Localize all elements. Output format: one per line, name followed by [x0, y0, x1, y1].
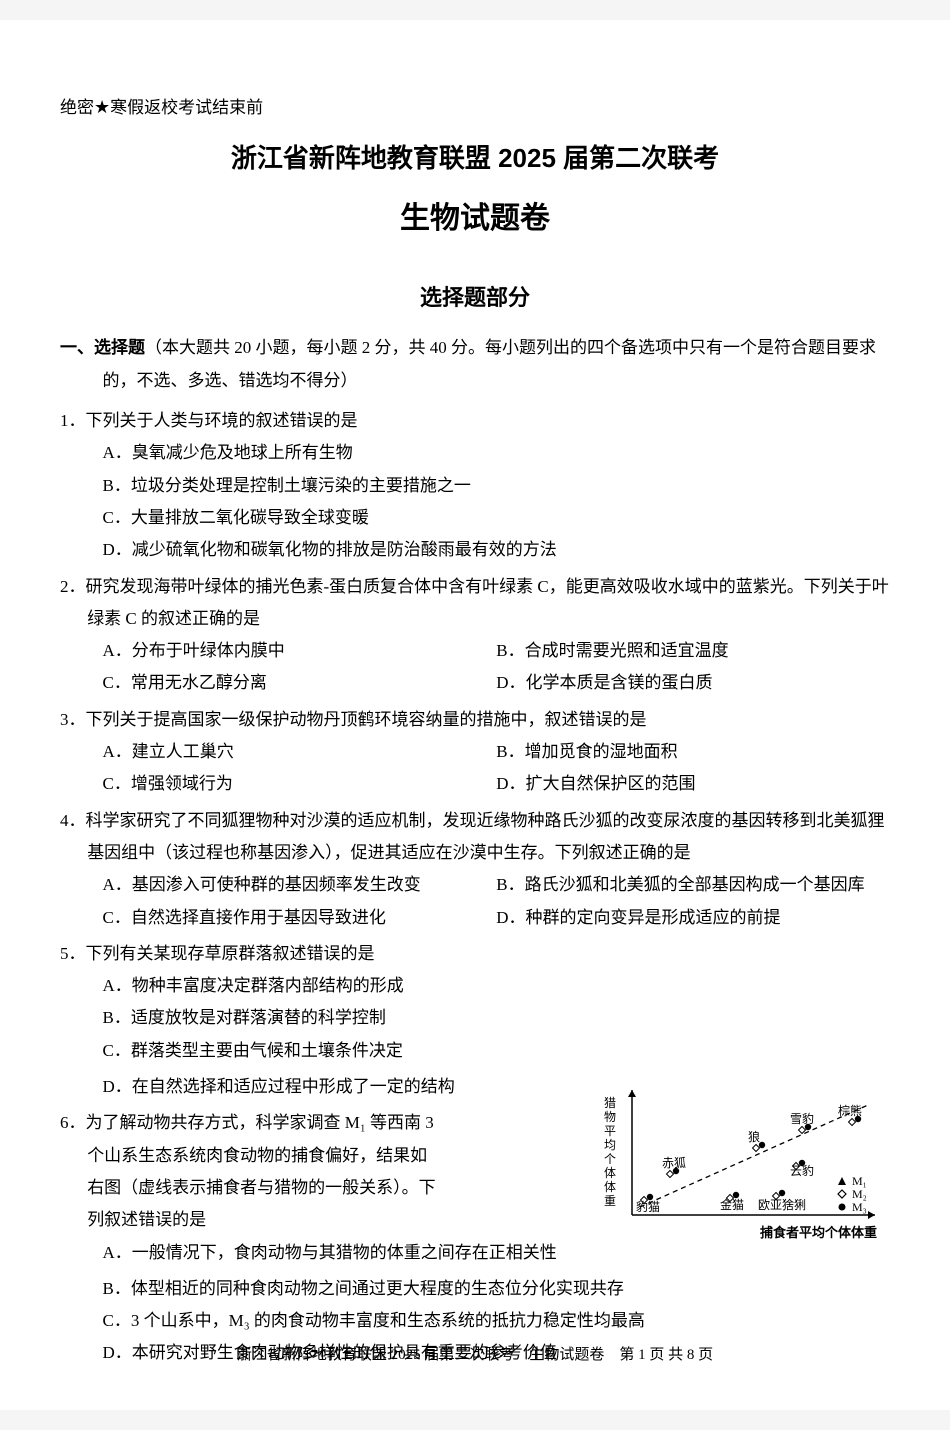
q1-stem: 1．下列关于人类与环境的叙述错误的是 — [60, 405, 890, 437]
instruction-label: 一、选择题 — [60, 338, 145, 357]
star-icon: ★ — [94, 97, 110, 117]
q4-stem: 4．科学家研究了不同狐狸物种对沙漠的适应机制，发现近缘物种路氏沙狐的改变尿浓度的… — [60, 805, 890, 870]
scatter-chart: 猎物平均个体体重 豹猫 赤狐金猫欧亚猞猁 狼云豹 雪豹 棕熊 M₁M₂M₃ 捕食者平均个体体重 — [590, 1075, 890, 1255]
q6-text-col: D．在自然选择和适应过程中形成了一定的结构 6．为了解动物共存方式，科学家调查 … — [60, 1071, 580, 1273]
svg-text:狼: 狼 — [748, 1129, 760, 1144]
q1-opt-d: D．减少硫氧化物和碳氧化物的排放是防治酸雨最有效的方法 — [60, 534, 890, 566]
q6-opt-b: B．体型相近的同种食肉动物之间通过更大程度的生态位分化实现共存 — [60, 1273, 890, 1305]
q5-opt-a: A．物种丰富度决定群落内部结构的形成 — [60, 970, 890, 1002]
q4-opt-c: C．自然选择直接作用于基因导致进化 — [103, 902, 497, 934]
q3-opt-d: D．扩大自然保护区的范围 — [496, 768, 890, 800]
svg-text:豹猫: 豹猫 — [636, 1199, 660, 1214]
svg-text:猎: 猎 — [604, 1096, 616, 1110]
svg-text:均: 均 — [604, 1138, 616, 1152]
svg-text:欧亚猞猁: 欧亚猞猁 — [758, 1198, 806, 1212]
title-sub: 生物试题卷 — [60, 190, 890, 247]
q4-opt-b: B．路氏沙狐和北美狐的全部基因构成一个基因库 — [496, 869, 890, 901]
q1-opt-a: A．臭氧减少危及地球上所有生物 — [60, 437, 890, 469]
question-1: 1．下列关于人类与环境的叙述错误的是 A．臭氧减少危及地球上所有生物 B．垃圾分… — [60, 405, 890, 566]
q1-opt-c: C．大量排放二氧化碳导致全球变暖 — [60, 502, 890, 534]
page-footer: 浙江省新阵地教育联盟 2025 届第二次联考 生物试题卷 第 1 页 共 8 页 — [0, 1341, 950, 1370]
svg-text:体: 体 — [604, 1180, 616, 1194]
q5-opt-c: C．群落类型主要由气候和土壤条件决定 — [60, 1035, 890, 1067]
q6-layout: D．在自然选择和适应过程中形成了一定的结构 6．为了解动物共存方式，科学家调查 … — [60, 1071, 890, 1273]
svg-text:M₂: M₂ — [852, 1187, 867, 1201]
question-2: 2．研究发现海带叶绿体的捕光色素-蛋白质复合体中含有叶绿素 C，能更高效吸收水域… — [60, 571, 890, 700]
confidential-prefix: 绝密 — [60, 98, 94, 117]
svg-text:捕食者平均个体体重: 捕食者平均个体体重 — [760, 1225, 877, 1240]
svg-text:棕熊: 棕熊 — [838, 1103, 862, 1118]
svg-text:M₃: M₃ — [852, 1200, 867, 1214]
q6-opt-c: C．3 个山系中，M₃ 的肉食动物丰富度和生态系统的抵抗力稳定性均最高 — [60, 1305, 890, 1337]
svg-text:M₁: M₁ — [852, 1174, 867, 1188]
instruction-text: （本大题共 20 小题，每小题 2 分，共 40 分。每小题列出的四个备选项中只… — [103, 338, 877, 389]
q6-chart: 猎物平均个体体重 豹猫 赤狐金猫欧亚猞猁 狼云豹 雪豹 棕熊 M₁M₂M₃ 捕食者平均个体体重 — [590, 1071, 890, 1273]
question-3: 3．下列关于提高国家一级保护动物丹顶鹤环境容纳量的措施中，叙述错误的是 A．建立… — [60, 704, 890, 801]
q2-opt-c: C．常用无水乙醇分离 — [103, 667, 497, 699]
exam-page: 绝密★寒假返校考试结束前 浙江省新阵地教育联盟 2025 届第二次联考 生物试题… — [0, 20, 950, 1410]
q2-options: A．分布于叶绿体内膜中 B．合成时需要光照和适宜温度 C．常用无水乙醇分离 D．… — [60, 635, 890, 700]
confidential-line: 绝密★寒假返校考试结束前 — [60, 90, 890, 124]
svg-text:重: 重 — [604, 1194, 616, 1208]
q2-opt-a: A．分布于叶绿体内膜中 — [103, 635, 497, 667]
q3-opt-a: A．建立人工巢穴 — [103, 736, 497, 768]
question-6: 6．为了解动物共存方式，科学家调查 M₁ 等西南 3 个山系生态系统肉食动物的捕… — [60, 1107, 580, 1268]
q2-opt-b: B．合成时需要光照和适宜温度 — [496, 635, 890, 667]
svg-text:体: 体 — [604, 1166, 616, 1180]
svg-text:云豹: 云豹 — [790, 1163, 814, 1178]
q3-opt-c: C．增强领域行为 — [103, 768, 497, 800]
svg-text:雪豹: 雪豹 — [790, 1111, 814, 1126]
instruction: 一、选择题（本大题共 20 小题，每小题 2 分，共 40 分。每小题列出的四个… — [60, 332, 890, 397]
svg-text:个: 个 — [604, 1152, 616, 1166]
q2-stem: 2．研究发现海带叶绿体的捕光色素-蛋白质复合体中含有叶绿素 C，能更高效吸收水域… — [60, 571, 890, 636]
q5-opt-b: B．适度放牧是对群落演替的科学控制 — [60, 1002, 890, 1034]
q2-opt-d: D．化学本质是含镁的蛋白质 — [496, 667, 890, 699]
q6-stem: 6．为了解动物共存方式，科学家调查 M₁ 等西南 3 个山系生态系统肉食动物的捕… — [60, 1107, 580, 1236]
svg-text:赤狐: 赤狐 — [662, 1156, 686, 1170]
q6-opt-a: A．一般情况下，食肉动物与其猎物的体重之间存在正相关性 — [60, 1237, 580, 1269]
question-4: 4．科学家研究了不同狐狸物种对沙漠的适应机制，发现近缘物种路氏沙狐的改变尿浓度的… — [60, 805, 890, 934]
section-title: 选择题部分 — [60, 277, 890, 319]
q4-opt-d: D．种群的定向变异是形成适应的前提 — [496, 902, 890, 934]
svg-text:平: 平 — [604, 1124, 616, 1138]
confidential-suffix: 寒假返校考试结束前 — [110, 98, 263, 117]
svg-text:金猫: 金猫 — [720, 1197, 744, 1212]
svg-text:物: 物 — [604, 1110, 616, 1124]
title-main: 浙江省新阵地教育联盟 2025 届第二次联考 — [60, 134, 890, 183]
q3-options: A．建立人工巢穴 B．增加觅食的湿地面积 C．增强领域行为 D．扩大自然保护区的… — [60, 736, 890, 801]
q1-opt-b: B．垃圾分类处理是控制土壤污染的主要措施之一 — [60, 470, 890, 502]
q3-opt-b: B．增加觅食的湿地面积 — [496, 736, 890, 768]
q4-options: A．基因渗入可使种群的基因频率发生改变 B．路氏沙狐和北美狐的全部基因构成一个基… — [60, 869, 890, 934]
q5-stem: 5．下列有关某现存草原群落叙述错误的是 — [60, 938, 890, 970]
q3-stem: 3．下列关于提高国家一级保护动物丹顶鹤环境容纳量的措施中，叙述错误的是 — [60, 704, 890, 736]
q4-opt-a: A．基因渗入可使种群的基因频率发生改变 — [103, 869, 497, 901]
question-5: 5．下列有关某现存草原群落叙述错误的是 A．物种丰富度决定群落内部结构的形成 B… — [60, 938, 890, 1067]
q5-opt-d: D．在自然选择和适应过程中形成了一定的结构 — [60, 1071, 580, 1103]
